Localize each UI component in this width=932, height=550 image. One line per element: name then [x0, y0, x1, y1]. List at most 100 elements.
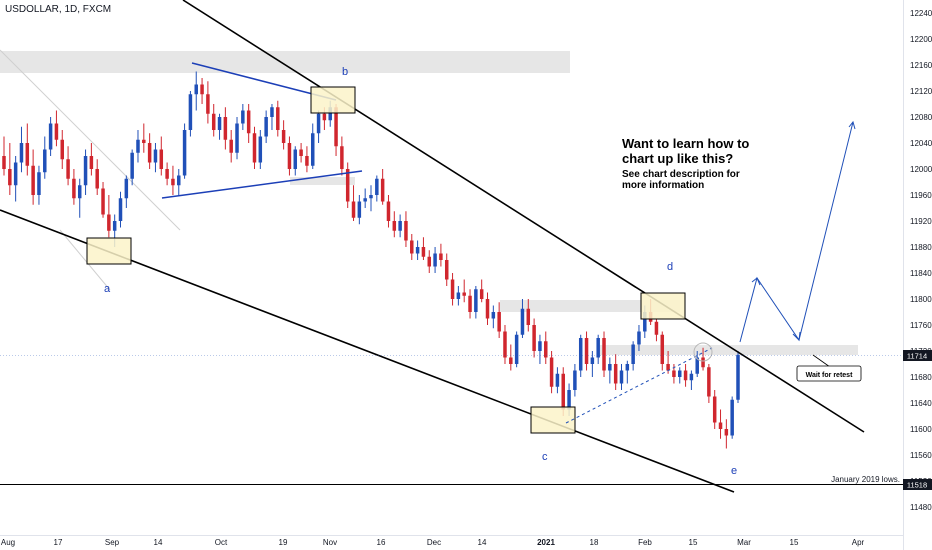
candle: [369, 185, 373, 212]
candle-body: [427, 256, 432, 267]
x-tick-label: Dec: [427, 538, 441, 547]
neckline-circle: [693, 342, 713, 362]
candle: [421, 237, 426, 260]
candle-body: [159, 149, 164, 169]
x-tick-label: 15: [689, 538, 698, 547]
candle-body: [468, 295, 472, 312]
wave-d-box: [640, 292, 686, 320]
candle: [730, 396, 734, 439]
candle-body: [235, 123, 239, 153]
candle: [211, 104, 216, 137]
candle-body: [503, 331, 507, 358]
candle-body: [398, 221, 402, 231]
candle-body: [299, 149, 303, 156]
candle-body: [613, 364, 618, 384]
candle-body: [270, 107, 274, 117]
candle: [159, 136, 164, 176]
candle-body: [229, 139, 233, 153]
candle-body: [200, 84, 204, 95]
candle: [206, 81, 210, 124]
candle: [573, 364, 577, 397]
candle: [666, 351, 670, 374]
retest-callout: Wait for retest: [796, 354, 862, 382]
y-tick-label: 12040: [910, 139, 932, 148]
x-tick-label: Mar: [737, 538, 751, 547]
candle-body: [351, 201, 356, 218]
y-tick-label: 11640: [910, 399, 932, 408]
candle-body: [293, 149, 298, 169]
candle-body: [520, 308, 525, 335]
last-price-tag: [903, 350, 932, 361]
candle: [689, 370, 694, 390]
y-tick-label: 11560: [910, 451, 932, 460]
candle: [223, 107, 228, 150]
candle-body: [375, 178, 379, 195]
candle: [462, 279, 466, 303]
candle-body: [456, 292, 461, 299]
candle-body: [683, 370, 688, 381]
candle: [444, 253, 449, 286]
candle: [497, 302, 501, 338]
candle-body: [677, 370, 682, 377]
projection-path[interactable]: [739, 120, 856, 343]
time-axis[interactable]: Aug 17 Sep 14 Oct 19 Nov 16 Dec 14 2021 18 Feb 15 Mar 1…: [0, 535, 903, 548]
promo-subline: See chart description for more informati…: [622, 169, 740, 191]
y-tick-label: 12120: [910, 87, 932, 96]
candle: [95, 159, 99, 195]
retest-callout-text: Wait for retest: [806, 372, 853, 379]
candle-body: [538, 341, 542, 351]
candle-body: [567, 390, 571, 410]
candle-body: [415, 247, 420, 254]
candle: [613, 354, 618, 390]
candle-body: [660, 334, 665, 364]
candle-body: [171, 178, 175, 186]
candle-body: [497, 312, 501, 332]
candle-body: [89, 156, 94, 169]
candle-body: [264, 117, 268, 137]
candle: [514, 331, 519, 368]
candle-body: [643, 312, 647, 332]
wave-label-d: d: [667, 261, 673, 273]
candle: [637, 325, 641, 351]
candle-body: [404, 221, 408, 241]
retest-zone: [600, 345, 858, 355]
candle-body: [386, 201, 391, 221]
upper-trendline[interactable]: [182, 0, 865, 433]
candle-body: [112, 221, 117, 231]
candle: [695, 351, 699, 377]
y-tick-label: 11840: [910, 269, 932, 278]
x-tick-label: 2021: [537, 538, 555, 547]
candle-body: [322, 113, 327, 121]
x-tick-label: 14: [154, 538, 163, 547]
y-tick-label: 11800: [910, 295, 932, 304]
candle: [427, 250, 432, 273]
candle-body: [410, 240, 414, 254]
candle-body: [625, 364, 630, 371]
candle-body: [602, 338, 606, 371]
promo-callout: Want to learn how to chart up like this?…: [622, 136, 752, 191]
x-tick-label: Oct: [215, 538, 228, 547]
candle-body: [619, 370, 624, 384]
candle: [631, 341, 635, 371]
candle-body: [310, 133, 315, 166]
candle: [89, 143, 94, 176]
candle-body: [241, 110, 245, 124]
candle-body: [363, 198, 367, 202]
candle: [246, 104, 251, 143]
y-tick-label: 12080: [910, 113, 932, 122]
candle-body: [177, 175, 181, 186]
y-tick-label: 12240: [910, 9, 932, 18]
candle: [37, 165, 41, 205]
candle: [281, 120, 286, 150]
price-axis[interactable]: 12240 12200 12160 12120 12080 12040 12000 11960…: [903, 0, 932, 550]
candle-body: [549, 357, 554, 387]
candle-body: [380, 178, 385, 202]
candle-body: [147, 143, 152, 163]
candle-body: [8, 169, 12, 186]
y-tick-label: 11480: [910, 503, 932, 512]
x-tick-label: 18: [590, 538, 599, 547]
candle: [363, 188, 367, 208]
candle: [153, 143, 158, 173]
triangle-lower-line[interactable]: [161, 170, 363, 199]
